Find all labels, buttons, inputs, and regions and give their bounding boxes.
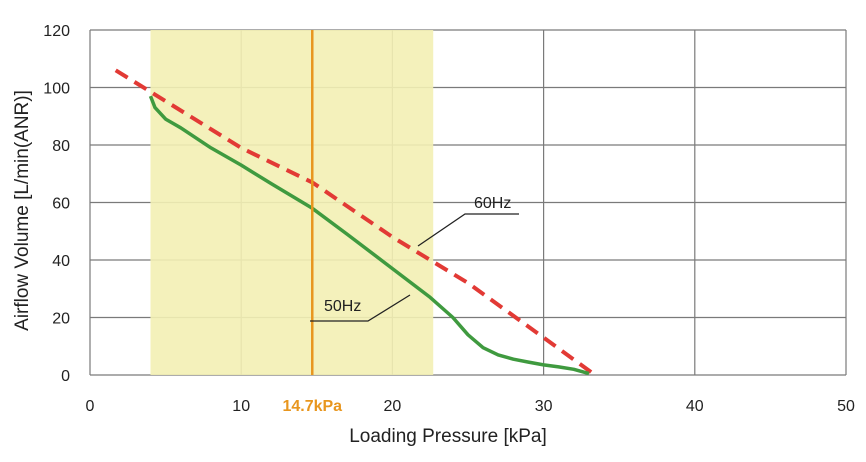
shaded-region <box>150 30 434 375</box>
y-tick-label: 0 <box>61 368 70 385</box>
x-tick-label: 50 <box>837 398 855 415</box>
y-tick-label: 80 <box>52 138 70 155</box>
x-tick-label: 10 <box>232 398 250 415</box>
y-tick-label: 40 <box>52 253 70 270</box>
y-tick-label: 60 <box>52 196 70 213</box>
axes: 0 10 20 30 40 50 0 20 40 60 80 100 120 14.7kPa Loading… <box>12 23 855 447</box>
y-axis-title: Airflow Volume [L/min(ANR)] <box>12 90 33 331</box>
annotation-50Hz: 50Hz <box>324 298 361 315</box>
y-tick-label: 120 <box>43 23 70 40</box>
y-tick-label: 20 <box>52 311 70 328</box>
series-lines <box>114 68 597 377</box>
x-tick-label: 40 <box>686 398 704 415</box>
y-tick-label: 100 <box>43 81 70 98</box>
annotations: 60Hz 50Hz <box>310 195 519 322</box>
x-axis-title: Loading Pressure [kPa] <box>349 426 547 447</box>
x-tick-label: 0 <box>86 398 95 415</box>
annotation-leader-50Hz <box>310 294 411 322</box>
series-line-60Hz <box>114 68 597 377</box>
series-line-50Hz <box>148 95 590 376</box>
x-tick-label: 20 <box>384 398 402 415</box>
annotation-60Hz: 60Hz <box>474 195 511 212</box>
reference-label: 14.7kPa <box>282 398 342 415</box>
highlight-region <box>150 30 434 375</box>
x-tick-label: 30 <box>535 398 553 415</box>
annotation-leader-60Hz <box>417 213 519 247</box>
